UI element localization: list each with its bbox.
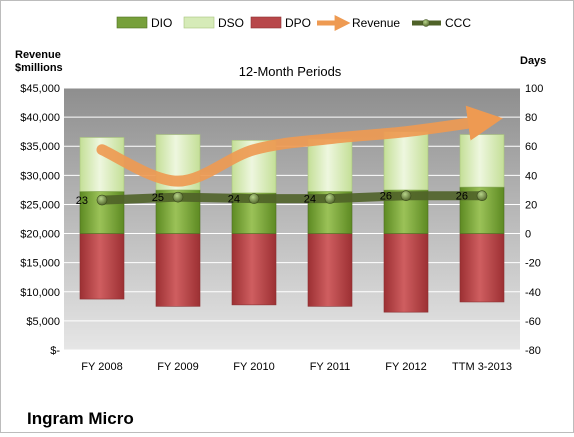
right-axis-ticks: -80 -60 -40 -20 0 20 40 60 80 100 xyxy=(525,83,543,357)
ccc-data-label: 23 xyxy=(76,195,88,207)
bar-dpo xyxy=(307,233,353,307)
x-tick-label: FY 2011 xyxy=(310,361,351,373)
ccc-data-label: 24 xyxy=(304,194,316,206)
revenue-series xyxy=(96,105,503,187)
legend-item-dso: DSO xyxy=(183,16,244,30)
legend-swatch-dso xyxy=(183,16,215,29)
legend-item-revenue: Revenue xyxy=(317,14,400,32)
legend-label-dso: DSO xyxy=(218,16,244,30)
ccc-data-label: 26 xyxy=(380,191,392,203)
right-tick-label: 20 xyxy=(525,199,537,211)
ccc-line xyxy=(101,191,482,205)
legend-swatch-dpo xyxy=(250,16,282,29)
ccc-point xyxy=(400,190,412,202)
ccc-point xyxy=(248,193,260,204)
bar-dpo xyxy=(231,233,277,306)
ccc-point xyxy=(96,194,108,206)
x-tick-label: FY 2010 xyxy=(233,361,274,373)
x-tick-label: FY 2009 xyxy=(157,361,198,373)
right-tick-label: 60 xyxy=(525,141,537,153)
legend-label-dio: DIO xyxy=(151,16,172,30)
x-tick-label: TTM 3-2013 xyxy=(452,361,512,373)
legend-swatch-dio xyxy=(116,16,148,29)
left-tick-label: $20,000 xyxy=(20,229,60,241)
chart-legend: DIO DSO DPO Revenue CCC xyxy=(116,14,471,32)
right-tick-label: -60 xyxy=(525,316,541,328)
left-axis-title-line2: $millions xyxy=(15,62,63,74)
right-axis-title: Days xyxy=(520,55,546,67)
bar-dpo xyxy=(459,233,505,303)
x-tick-label: FY 2008 xyxy=(81,361,122,373)
right-tick-label: 100 xyxy=(525,83,543,95)
bar-dpo xyxy=(383,233,429,313)
bar-dso xyxy=(307,138,353,192)
right-tick-label: 80 xyxy=(525,112,537,124)
left-tick-label: $15,000 xyxy=(20,258,60,270)
left-tick-label: $35,000 xyxy=(20,141,60,153)
bar-dso xyxy=(383,131,429,191)
right-tick-label: -40 xyxy=(525,287,541,299)
bar-dso xyxy=(459,134,505,188)
ccc-data-label: 26 xyxy=(456,191,468,203)
left-tick-label: $10,000 xyxy=(20,287,60,299)
ccc-data-label: 25 xyxy=(152,192,164,204)
right-tick-label: 40 xyxy=(525,170,537,182)
legend-item-dio: DIO xyxy=(116,16,172,30)
x-tick-label: FY 2012 xyxy=(385,361,426,373)
ccc-point xyxy=(172,191,184,203)
legend-item-dpo: DPO xyxy=(250,16,311,30)
left-tick-label: $5,000 xyxy=(26,316,60,328)
right-tick-label: 0 xyxy=(525,229,531,241)
left-tick-label: $45,000 xyxy=(20,83,60,95)
legend-item-ccc: CCC xyxy=(412,16,471,30)
left-tick-label: $25,000 xyxy=(20,199,60,211)
bar-dpo xyxy=(79,233,125,300)
legend-label-dpo: DPO xyxy=(285,16,311,30)
ccc-point xyxy=(324,193,336,204)
left-axis-title-line1: Revenue xyxy=(15,49,61,61)
legend-marker-ccc xyxy=(422,19,430,27)
ccc-data-label: 24 xyxy=(228,194,240,206)
bar-series xyxy=(79,131,505,313)
left-tick-label: $30,000 xyxy=(20,170,60,182)
bar-dpo xyxy=(155,233,201,307)
company-name: Ingram Micro xyxy=(27,409,134,428)
ccc-series: 23 25 24 24 26 26 xyxy=(76,190,488,207)
right-tick-label: -20 xyxy=(525,258,541,270)
revenue-line xyxy=(96,105,503,187)
left-tick-label: $- xyxy=(50,345,60,357)
right-tick-label: -80 xyxy=(525,345,541,357)
chart-title: 12-Month Periods xyxy=(239,64,342,79)
legend-label-ccc: CCC xyxy=(445,16,471,30)
left-axis-ticks: $- $5,000 $10,000 $15,000 $20,000 $25,000 $30,… xyxy=(20,83,60,357)
legend-label-revenue: Revenue xyxy=(352,16,400,30)
left-tick-label: $40,000 xyxy=(20,112,60,124)
ccc-point xyxy=(476,190,488,202)
x-axis-labels: FY 2008 FY 2009 FY 2010 FY 2011 FY 2012 TTM 3… xyxy=(81,361,512,373)
